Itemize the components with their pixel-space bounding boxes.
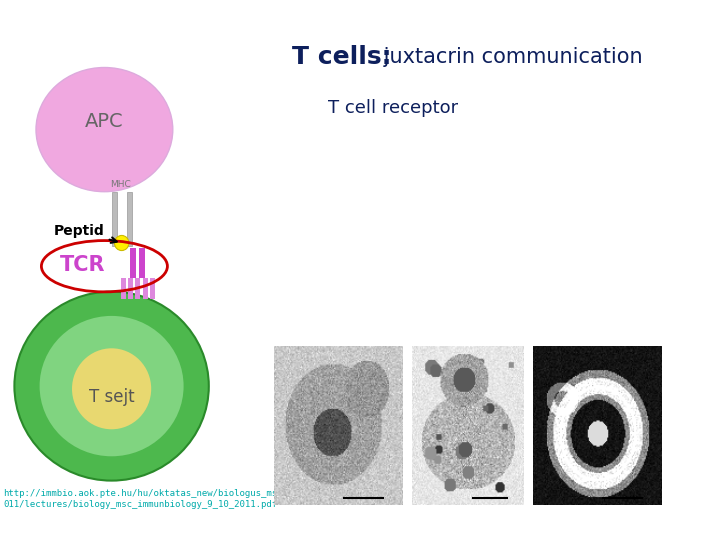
Text: T sejt: T sejt bbox=[89, 388, 135, 406]
Text: Peptid: Peptid bbox=[53, 224, 117, 243]
Bar bbox=[121, 278, 126, 299]
Text: http://immbio.aok.pte.hu/hu/oktatas_new/biologus_msc_2
011/lectures/biology_msc_: http://immbio.aok.pte.hu/hu/oktatas_new/… bbox=[4, 489, 294, 509]
Bar bbox=[139, 248, 145, 278]
Bar bbox=[130, 248, 136, 278]
Bar bbox=[112, 192, 117, 246]
Bar bbox=[135, 278, 140, 299]
Text: T cells:: T cells: bbox=[292, 45, 391, 69]
Text: juxtacrin communication: juxtacrin communication bbox=[377, 46, 642, 67]
Text: T cell receptor: T cell receptor bbox=[328, 99, 458, 117]
Ellipse shape bbox=[36, 68, 173, 192]
Text: MHC: MHC bbox=[110, 180, 130, 189]
Ellipse shape bbox=[72, 348, 151, 429]
Ellipse shape bbox=[14, 292, 209, 481]
Bar bbox=[128, 278, 133, 299]
Text: TCR: TCR bbox=[60, 254, 106, 275]
Bar bbox=[150, 278, 155, 299]
Ellipse shape bbox=[114, 235, 129, 251]
Text: APC: APC bbox=[85, 112, 124, 131]
Ellipse shape bbox=[40, 316, 184, 456]
Bar bbox=[143, 278, 148, 299]
Bar bbox=[127, 192, 132, 246]
